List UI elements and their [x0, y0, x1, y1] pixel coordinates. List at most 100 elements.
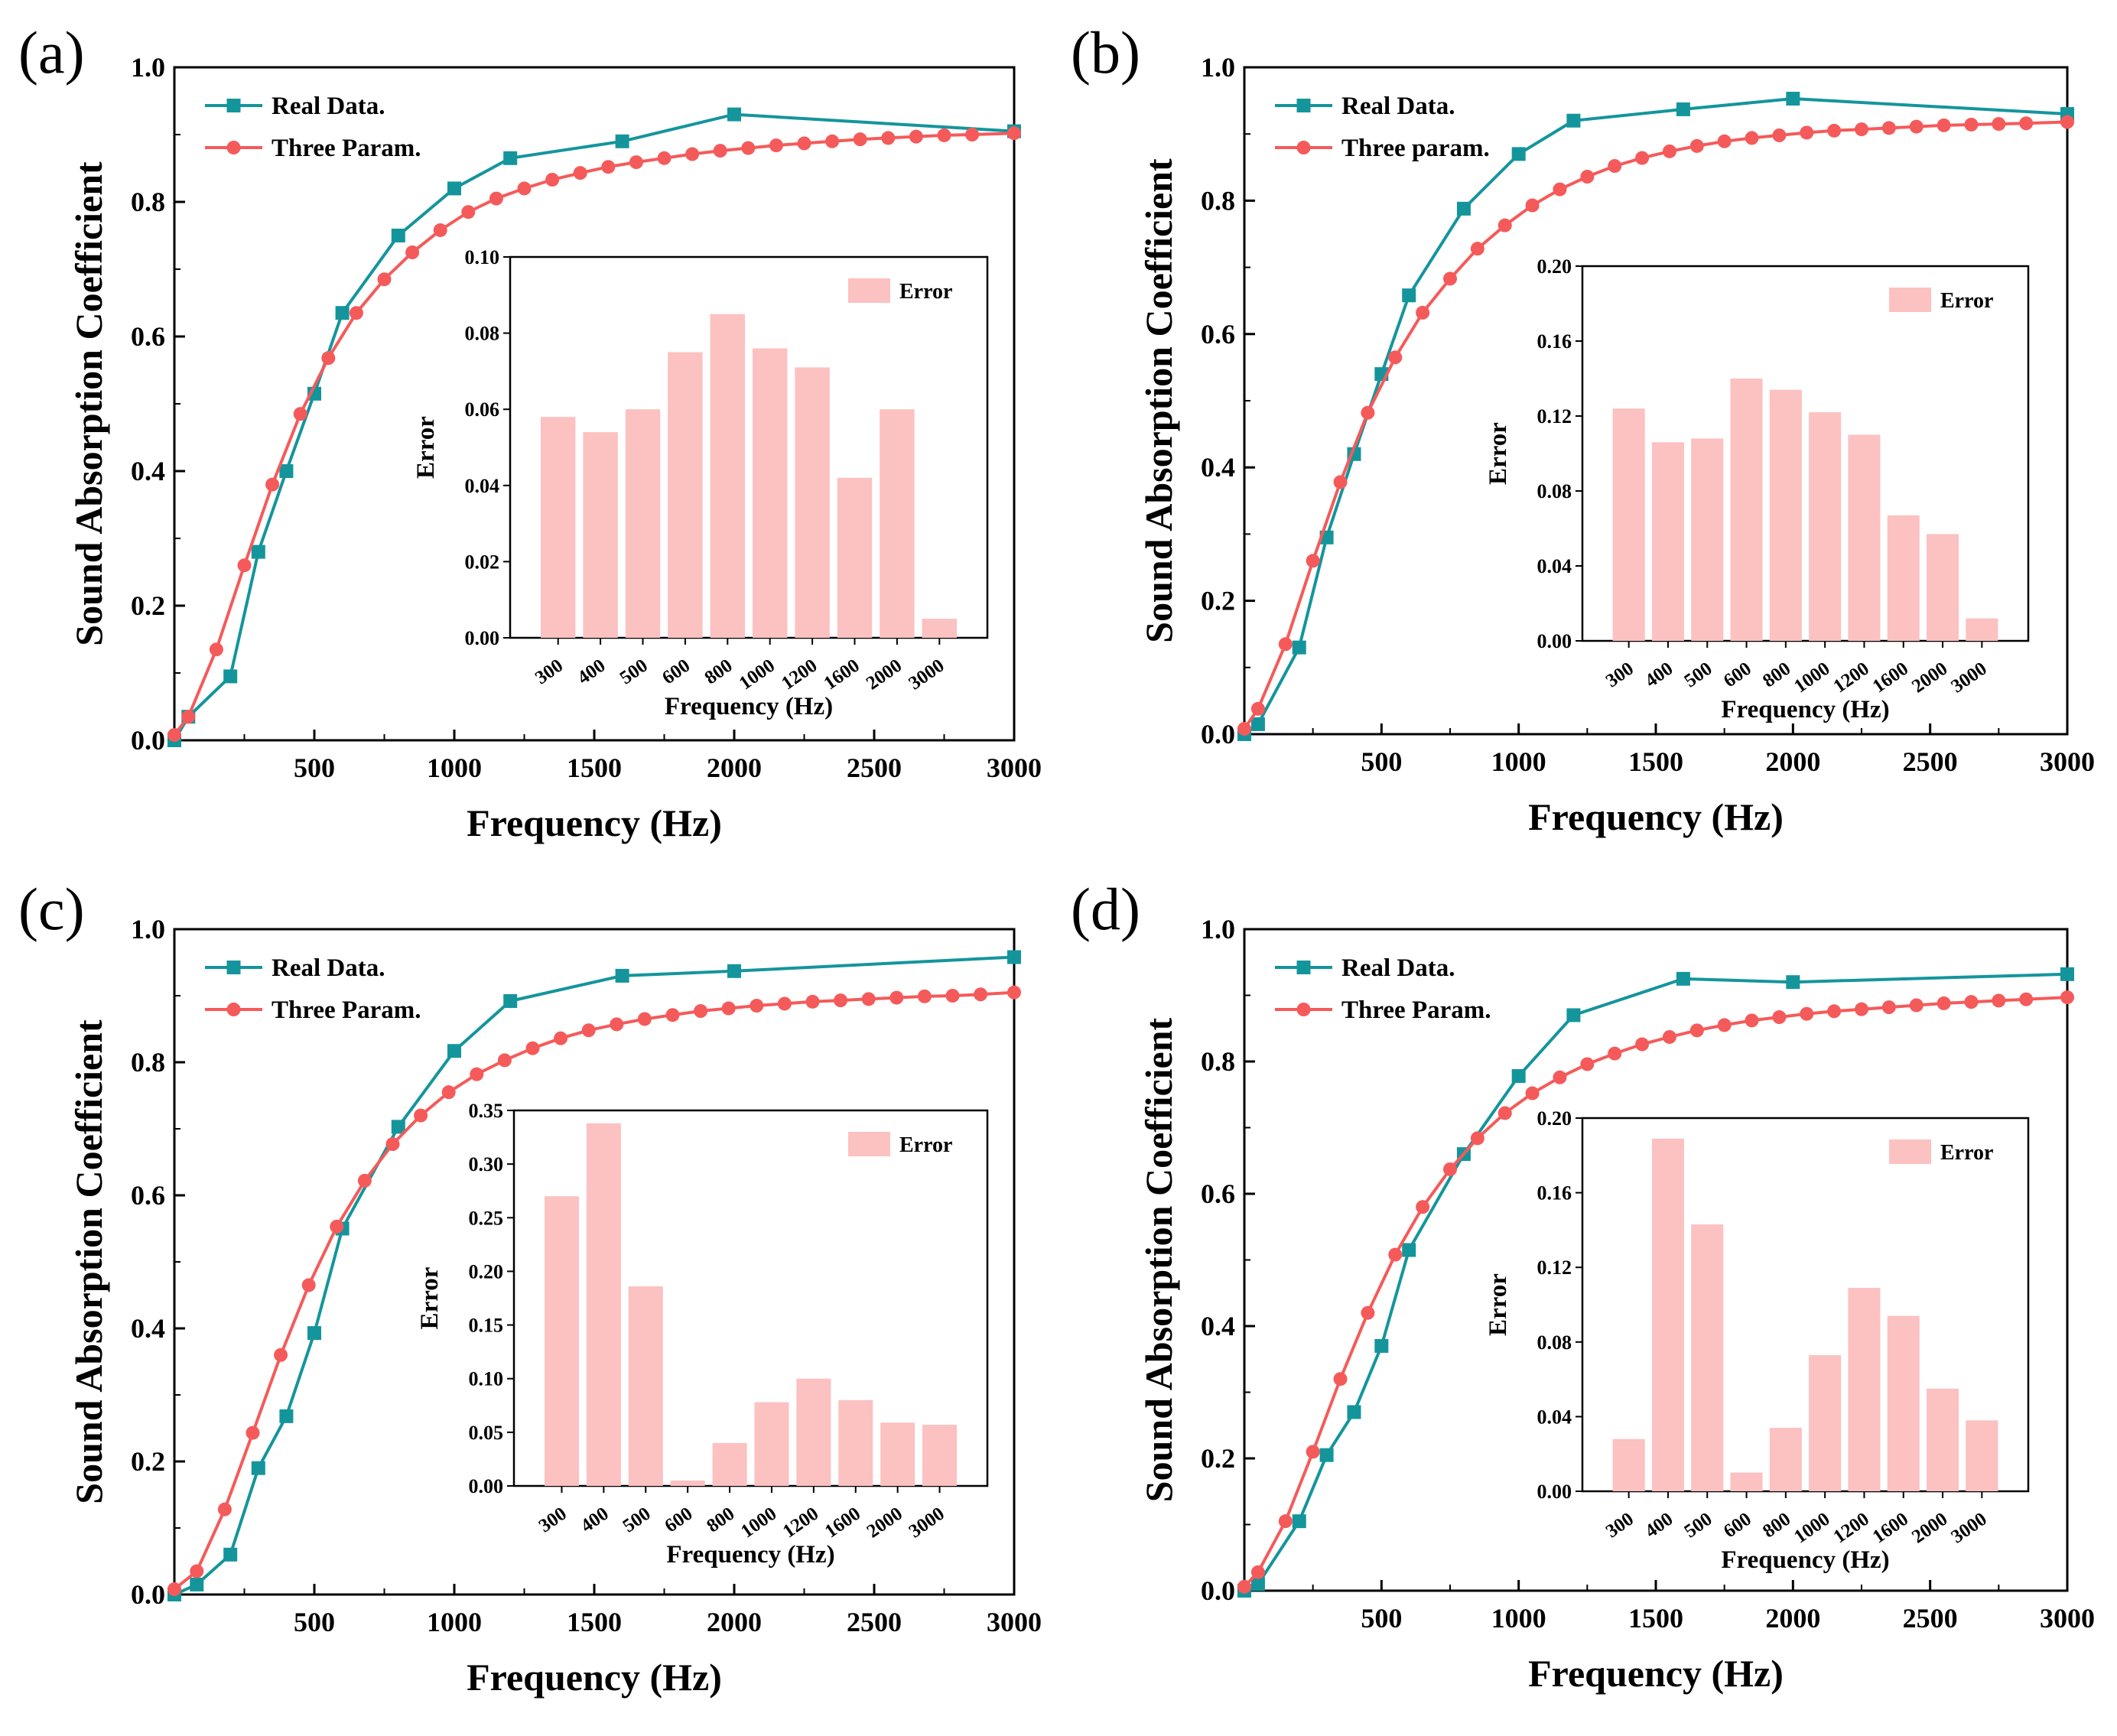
- real-data-point: [223, 1547, 238, 1562]
- y-tick-label: 0.0: [131, 1579, 165, 1610]
- error-bar: [1966, 618, 1998, 641]
- inset-x-tick-label: 1200: [1829, 658, 1872, 697]
- inset-x-tick-label: 1600: [1869, 1509, 1912, 1548]
- inset-x-tick-label: 1200: [779, 1504, 822, 1543]
- inset-x-tick-label: 1200: [1829, 1509, 1872, 1548]
- error-bar: [1809, 412, 1842, 641]
- three-param-point: [2019, 992, 2034, 1006]
- real-data-point: [503, 993, 518, 1008]
- x-tick-label: 2000: [1765, 746, 1820, 777]
- three-param-point: [601, 160, 616, 174]
- legend-three-param-label: Three param.: [1341, 135, 1490, 162]
- three-param-point: [265, 477, 280, 492]
- inset-x-tick-label: 400: [574, 655, 609, 689]
- y-tick-label: 0.0: [1201, 719, 1235, 749]
- three-param-point: [2019, 116, 2034, 131]
- three-param-point: [545, 172, 560, 187]
- three-param-point: [965, 128, 980, 141]
- three-param-point: [805, 994, 820, 1009]
- x-tick-label: 500: [1361, 1603, 1402, 1634]
- three-param-point: [685, 147, 700, 161]
- three-param-point: [349, 306, 363, 320]
- inset-y-tick-label: 0.00: [469, 1475, 504, 1497]
- inset-x-tick-label: 2000: [1908, 658, 1951, 697]
- inset-legend-label: Error: [899, 280, 952, 304]
- x-tick-label: 1500: [1628, 746, 1683, 777]
- three-param-point: [274, 1348, 288, 1362]
- three-param-point: [1937, 996, 1951, 1010]
- three-param-point: [525, 1041, 540, 1055]
- real-data-point: [223, 669, 238, 684]
- three-param-point: [441, 1085, 456, 1100]
- real-data-point: [251, 1461, 265, 1475]
- error-bar: [1848, 434, 1881, 641]
- three-param-point: [974, 987, 988, 1002]
- three-param-point: [517, 181, 532, 196]
- inset-y-tick-label: 0.00: [1537, 1481, 1572, 1503]
- inset-x-tick-label: 500: [616, 655, 652, 689]
- real-data-point: [1676, 971, 1690, 986]
- y-tick-label: 0.2: [131, 590, 165, 621]
- inset-y-tick-label: 0.08: [1537, 480, 1572, 502]
- panel-label: (b): [1071, 19, 1140, 86]
- inset-legend-label: Error: [899, 1133, 952, 1157]
- error-bar: [1887, 1315, 1920, 1491]
- three-param-point: [321, 351, 336, 366]
- three-param-point: [1717, 1018, 1732, 1032]
- three-param-point: [405, 245, 420, 259]
- error-bar: [1848, 1288, 1881, 1491]
- inset-y-tick-label: 0.20: [1537, 1107, 1572, 1130]
- panel-label: (d): [1071, 876, 1140, 942]
- y-tick-label: 0.2: [1201, 1443, 1235, 1474]
- x-tick-label: 1000: [427, 1607, 482, 1637]
- inset-legend-label: Error: [1940, 1141, 1993, 1165]
- y-tick-label: 0.4: [1201, 452, 1235, 483]
- three-param-point: [461, 205, 476, 219]
- real-data-point: [447, 181, 461, 196]
- panel-b: (b) 0.0 0.2 0.4 0.6 0.8 1.0 500 1000 1500 2000 2500…: [1071, 19, 2095, 838]
- legend-real-data-label: Real Data.: [272, 93, 385, 120]
- three-param-point: [1237, 1579, 1251, 1594]
- three-param-point: [1278, 637, 1293, 652]
- three-param-point: [1662, 1029, 1676, 1044]
- legend-three-param-label: Three Param.: [1341, 996, 1491, 1024]
- three-param-point: [1992, 117, 2006, 132]
- three-param-point: [657, 151, 672, 165]
- y-tick-label: 0.0: [131, 725, 165, 756]
- legend-three-param-marker: [226, 141, 241, 154]
- y-axis-title: Sound Absorption Coefficient: [67, 1019, 110, 1504]
- x-tick-label: 2500: [1903, 1603, 1958, 1634]
- inset-y-tick-label: 0.08: [1537, 1331, 1572, 1354]
- y-tick-label: 0.0: [1201, 1575, 1235, 1606]
- three-param-point: [750, 999, 764, 1013]
- inset-x-axis-title: Frequency (Hz): [1721, 696, 1889, 723]
- legend-real-data-label: Real Data.: [1341, 954, 1455, 982]
- real-data-point: [1511, 147, 1526, 161]
- three-param-point: [637, 1012, 652, 1026]
- three-param-point: [1443, 1162, 1457, 1176]
- inset-x-tick-label: 1200: [778, 655, 821, 694]
- three-param-point: [1964, 117, 1979, 132]
- real-data-point: [190, 1577, 204, 1591]
- three-param-point: [861, 992, 876, 1006]
- error-bar: [1887, 515, 1920, 641]
- panel-label: (c): [18, 876, 85, 942]
- inset-y-tick-label: 0.16: [1537, 330, 1572, 353]
- inset-x-tick-label: 1000: [736, 655, 779, 694]
- three-param-point: [610, 1017, 624, 1032]
- inset-legend-label: Error: [1940, 289, 1993, 313]
- y-tick-label: 0.8: [1201, 185, 1235, 216]
- inset-y-axis-title: Error: [412, 416, 440, 479]
- three-param-point: [694, 1004, 708, 1019]
- inset-x-axis-title: Frequency (Hz): [666, 1541, 834, 1569]
- three-param-point: [1689, 138, 1704, 153]
- real-data-point: [1319, 1448, 1334, 1462]
- inset-x-tick-label: 300: [532, 655, 567, 689]
- three-param-point: [1827, 1004, 1842, 1019]
- error-bar: [1927, 1388, 1959, 1491]
- y-axis-title: Sound Absorption Coefficient: [1137, 1017, 1180, 1502]
- error-bar: [1927, 534, 1959, 641]
- x-tick-label: 1500: [567, 753, 622, 783]
- legend-real-data-marker: [1296, 961, 1311, 974]
